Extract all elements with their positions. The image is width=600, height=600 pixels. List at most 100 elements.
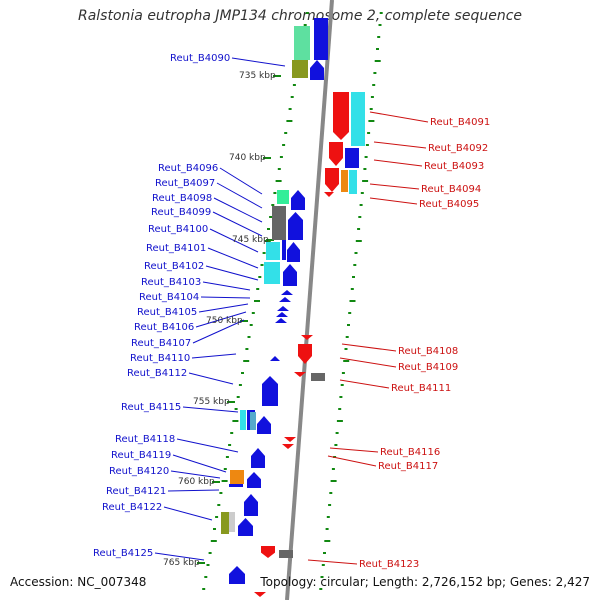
gene-label-left[interactable]: Reut_B4121 bbox=[106, 486, 166, 497]
gene-block[interactable] bbox=[311, 373, 325, 381]
gene-block[interactable] bbox=[341, 170, 348, 192]
gene-arrow-reverse[interactable] bbox=[325, 168, 339, 192]
gene-block[interactable] bbox=[230, 470, 244, 484]
gene-label-left[interactable]: Reut_B4101 bbox=[146, 243, 206, 254]
gene-arrow-forward[interactable] bbox=[275, 318, 287, 323]
gene-label-right[interactable]: Reut_B4117 bbox=[378, 461, 438, 472]
gene-arrow-forward[interactable] bbox=[238, 518, 253, 536]
gene-arrow-forward[interactable] bbox=[270, 356, 280, 361]
tick-mark bbox=[379, 12, 383, 14]
gene-label-right[interactable]: Reut_B4109 bbox=[398, 362, 458, 373]
kbp-label: 735 kbp bbox=[239, 71, 276, 81]
gene-arrow-forward[interactable] bbox=[247, 472, 261, 488]
leader-line bbox=[200, 296, 251, 299]
tick-mark bbox=[352, 276, 355, 278]
gene-block[interactable] bbox=[264, 262, 280, 284]
gene-label-right[interactable]: Reut_B4092 bbox=[428, 143, 488, 154]
gene-arrow-reverse[interactable] bbox=[329, 142, 343, 166]
gene-arrow-forward[interactable] bbox=[287, 242, 300, 262]
gene-label-left[interactable]: Reut_B4102 bbox=[144, 261, 204, 272]
gene-arrow-reverse[interactable] bbox=[254, 592, 266, 597]
gene-label-left[interactable]: Reut_B4122 bbox=[102, 502, 162, 513]
gene-arrow-reverse[interactable] bbox=[294, 372, 306, 377]
gene-arrow-forward[interactable] bbox=[244, 494, 258, 516]
tick-mark bbox=[225, 456, 229, 458]
gene-block[interactable] bbox=[272, 206, 286, 240]
gene-block[interactable] bbox=[221, 512, 229, 534]
gene-arrow-forward[interactable] bbox=[262, 376, 278, 406]
gene-block[interactable] bbox=[349, 170, 357, 194]
gene-label-left[interactable]: Reut_B4115 bbox=[121, 402, 181, 413]
gene-label-left[interactable]: Reut_B4104 bbox=[139, 292, 199, 303]
gene-label-left[interactable]: Reut_B4096 bbox=[158, 163, 218, 174]
gene-block[interactable] bbox=[266, 242, 280, 260]
tick-mark bbox=[249, 324, 253, 326]
gene-block[interactable] bbox=[345, 148, 359, 168]
gene-block[interactable] bbox=[279, 550, 293, 558]
gene-block[interactable] bbox=[282, 240, 286, 260]
gene-label-left[interactable]: Reut_B4125 bbox=[93, 548, 153, 559]
gene-label-right[interactable]: Reut_B4091 bbox=[430, 117, 490, 128]
gene-label-right[interactable]: Reut_B4094 bbox=[421, 184, 481, 195]
gene-arrow-forward[interactable] bbox=[291, 190, 305, 210]
gene-arrow-reverse[interactable] bbox=[301, 335, 313, 340]
leader-line bbox=[341, 343, 397, 352]
gene-arrow-forward[interactable] bbox=[279, 297, 291, 302]
gene-label-right[interactable]: Reut_B4116 bbox=[380, 447, 440, 458]
gene-block[interactable] bbox=[292, 60, 308, 78]
accession-label: Accession: NC_007348 bbox=[10, 575, 147, 589]
kbp-label: 745 kbp bbox=[232, 235, 269, 245]
gene-arrow-forward[interactable] bbox=[277, 306, 289, 311]
tick-mark bbox=[275, 180, 282, 182]
gene-arrow-reverse[interactable] bbox=[261, 546, 275, 558]
gene-block[interactable] bbox=[314, 18, 328, 60]
gene-label-left[interactable]: Reut_B4099 bbox=[151, 207, 211, 218]
gene-label-left[interactable]: Reut_B4090 bbox=[170, 53, 230, 64]
tick-mark bbox=[206, 564, 210, 566]
gene-arrow-reverse[interactable] bbox=[324, 192, 334, 197]
gene-block[interactable] bbox=[229, 484, 243, 487]
gene-block[interactable] bbox=[351, 92, 365, 146]
gene-arrow-reverse[interactable] bbox=[333, 92, 349, 140]
gene-block[interactable] bbox=[240, 410, 246, 430]
gene-block[interactable] bbox=[229, 512, 235, 532]
gene-arrow-forward[interactable] bbox=[283, 264, 297, 286]
tick-mark bbox=[324, 540, 331, 542]
gene-label-left[interactable]: Reut_B4103 bbox=[141, 277, 201, 288]
gene-label-left[interactable]: Reut_B4097 bbox=[155, 178, 215, 189]
gene-arrow-reverse[interactable] bbox=[298, 344, 312, 364]
gene-label-right[interactable]: Reut_B4111 bbox=[391, 383, 451, 394]
gene-arrow-reverse[interactable] bbox=[282, 444, 294, 449]
gene-block[interactable] bbox=[294, 26, 310, 60]
gene-label-left[interactable]: Reut_B4098 bbox=[152, 193, 212, 204]
gene-label-left[interactable]: Reut_B4107 bbox=[131, 338, 191, 349]
gene-label-left[interactable]: Reut_B4100 bbox=[148, 224, 208, 235]
gene-label-right[interactable]: Reut_B4095 bbox=[419, 199, 479, 210]
gene-arrow-forward[interactable] bbox=[229, 566, 245, 584]
gene-label-right[interactable]: Reut_B4093 bbox=[424, 161, 484, 172]
gene-label-left[interactable]: Reut_B4110 bbox=[130, 353, 190, 364]
gene-arrow-forward[interactable] bbox=[257, 416, 271, 434]
tick-mark bbox=[335, 432, 339, 434]
gene-label-left[interactable]: Reut_B4106 bbox=[134, 322, 194, 333]
gene-label-right[interactable]: Reut_B4108 bbox=[398, 346, 458, 357]
leader-line bbox=[154, 552, 205, 561]
gene-label-left[interactable]: Reut_B4118 bbox=[115, 434, 175, 445]
gene-arrow-forward[interactable] bbox=[251, 448, 265, 468]
gene-label-left[interactable]: Reut_B4119 bbox=[111, 450, 171, 461]
gene-arrow-forward[interactable] bbox=[276, 312, 288, 317]
gene-arrow-forward[interactable] bbox=[288, 212, 303, 240]
gene-arrow-reverse[interactable] bbox=[284, 437, 296, 442]
gene-label-left[interactable]: Reut_B4112 bbox=[127, 368, 187, 379]
gene-label-left[interactable]: Reut_B4105 bbox=[137, 307, 197, 318]
gene-arrow-forward[interactable] bbox=[281, 290, 293, 295]
gene-block[interactable] bbox=[250, 412, 256, 430]
gene-label-left[interactable]: Reut_B4120 bbox=[109, 466, 169, 477]
tick-mark bbox=[372, 84, 376, 86]
gene-arrow-forward[interactable] bbox=[310, 60, 324, 80]
gene-block[interactable] bbox=[277, 190, 289, 204]
kbp-tick bbox=[263, 157, 271, 159]
gene-label-right[interactable]: Reut_B4123 bbox=[359, 559, 419, 570]
